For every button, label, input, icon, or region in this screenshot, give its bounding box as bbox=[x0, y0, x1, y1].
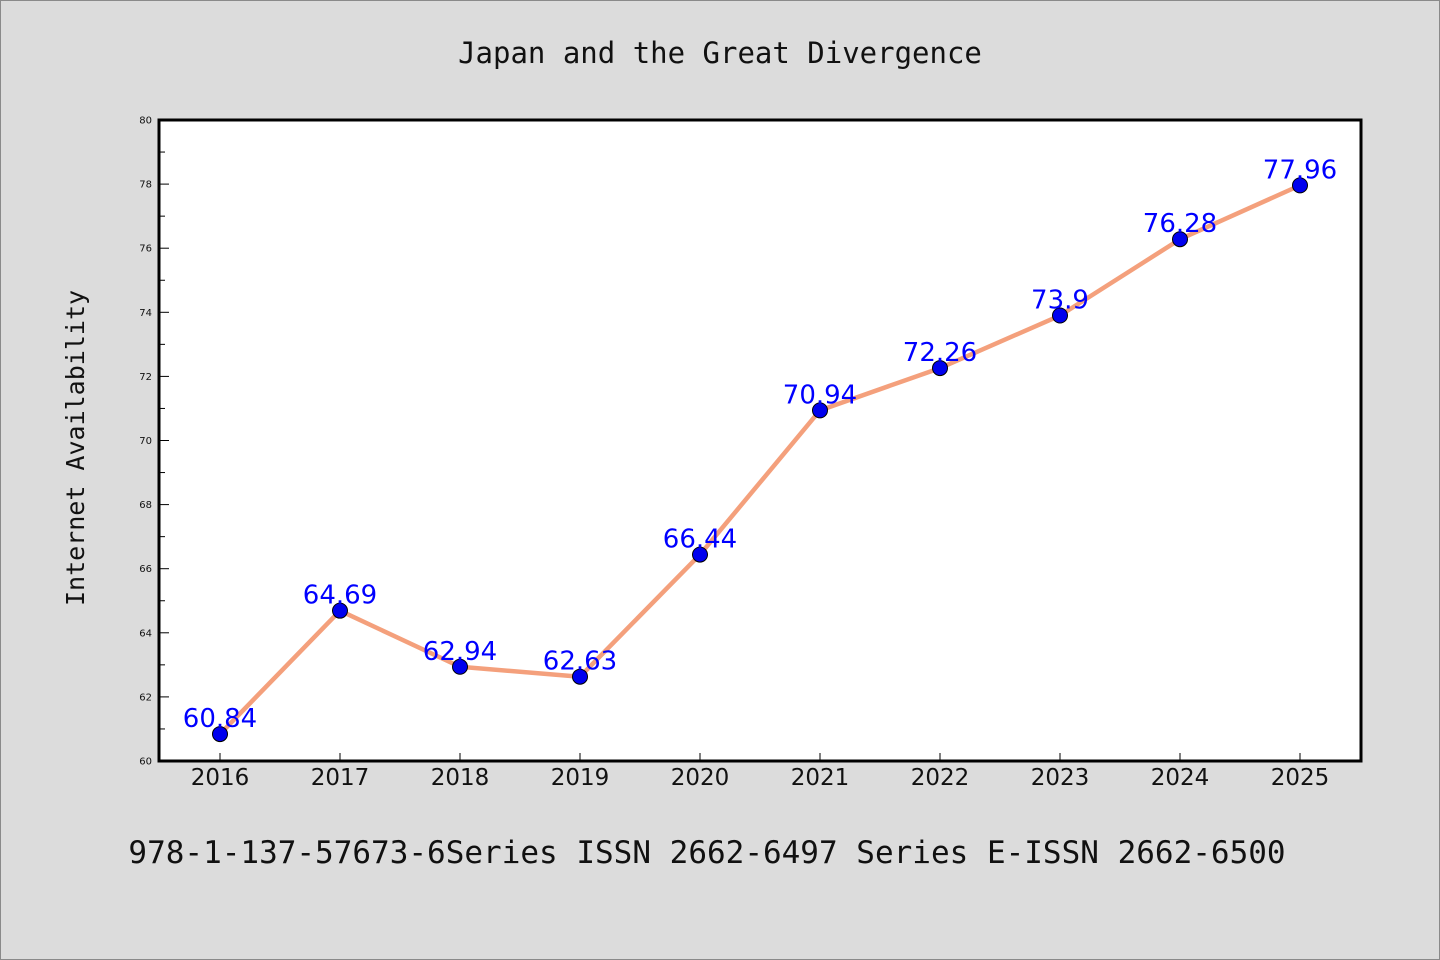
x-tick-label: 2019 bbox=[551, 765, 610, 791]
x-tick-label: 2023 bbox=[1031, 765, 1090, 791]
data-label: 60.84 bbox=[183, 704, 257, 734]
y-tick-label: 70 bbox=[139, 436, 152, 447]
data-point bbox=[692, 546, 708, 563]
x-tick-label: 2024 bbox=[1151, 765, 1210, 791]
chart-title: Japan and the Great Divergence bbox=[458, 36, 982, 70]
y-tick-label: 62 bbox=[139, 692, 152, 703]
y-tick-label: 78 bbox=[139, 180, 152, 191]
data-label: 62.94 bbox=[423, 637, 497, 667]
y-axis: 60 62 64 66 68 70 72 74 76 78 80 bbox=[139, 116, 169, 768]
plot-area bbox=[159, 120, 1361, 761]
data-label: 62.63 bbox=[543, 647, 617, 677]
x-tick-label: 2016 bbox=[191, 765, 250, 791]
data-point bbox=[1172, 231, 1188, 248]
y-tick-label: 74 bbox=[139, 308, 152, 319]
data-markers bbox=[212, 177, 1308, 743]
y-axis-label: Internet Availability bbox=[61, 290, 90, 606]
data-label: 70.94 bbox=[783, 380, 857, 410]
data-label: 77.96 bbox=[1263, 155, 1337, 185]
series-line bbox=[217, 183, 1303, 737]
data-point bbox=[452, 658, 468, 675]
data-label: 72.26 bbox=[903, 338, 977, 368]
y-tick-label: 68 bbox=[139, 500, 152, 511]
data-point bbox=[572, 668, 588, 685]
data-label: 73.9 bbox=[1031, 286, 1089, 316]
x-tick-label: 2020 bbox=[671, 765, 730, 791]
x-tick-label: 2025 bbox=[1271, 765, 1330, 791]
x-tick-label: 2022 bbox=[911, 765, 970, 791]
data-labels: 60.84 64.69 62.94 62.63 66.44 70.94 72.26 73.9 7… bbox=[183, 155, 1337, 734]
data-label: 76.28 bbox=[1143, 209, 1217, 239]
plot-border bbox=[157, 118, 1363, 763]
footer-isbn-text: 978-1-137-57673-6Series ISSN 2662-6497 S… bbox=[128, 835, 1285, 871]
y-tick-label: 60 bbox=[139, 757, 152, 768]
y-tick-label: 72 bbox=[139, 372, 152, 383]
y-tick-label: 66 bbox=[139, 564, 152, 575]
data-point bbox=[1292, 177, 1308, 194]
x-tick-label: 2018 bbox=[431, 765, 490, 791]
x-axis: 2016 2017 2018 2019 2020 2021 2022 2023 2024 2025 bbox=[191, 753, 1330, 791]
x-tick-label: 2017 bbox=[311, 765, 370, 791]
data-label: 66.44 bbox=[663, 525, 737, 555]
data-point bbox=[932, 360, 948, 377]
data-point bbox=[332, 602, 348, 619]
data-point bbox=[812, 402, 828, 419]
data-point bbox=[212, 726, 228, 743]
y-tick-label: 64 bbox=[139, 628, 152, 639]
data-point bbox=[1052, 307, 1068, 324]
x-tick-label: 2021 bbox=[791, 765, 850, 791]
data-label: 64.69 bbox=[303, 581, 377, 611]
y-tick-label: 76 bbox=[139, 244, 152, 255]
y-tick-label: 80 bbox=[139, 116, 152, 127]
